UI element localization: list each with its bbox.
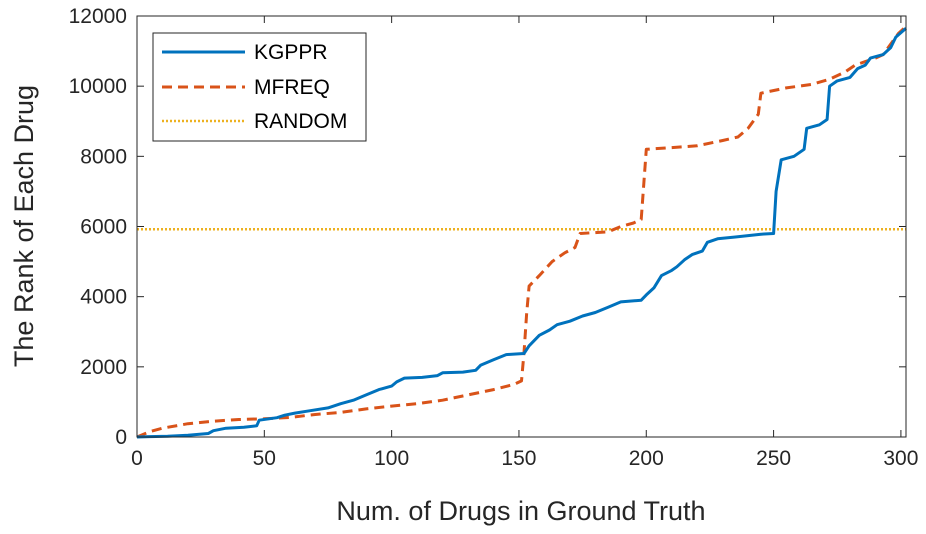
x-tick-label: 150 <box>501 447 536 470</box>
x-tick-label: 50 <box>253 447 276 470</box>
y-axis-label: The Rank of Each Drug <box>9 85 39 367</box>
legend: KGPPR MFREQ RANDOM <box>152 32 367 142</box>
x-tick-label: 300 <box>883 447 918 470</box>
y-tick-label: 6000 <box>80 216 127 239</box>
x-tick-label: 0 <box>131 447 143 470</box>
x-tick-label: 250 <box>756 447 791 470</box>
series-line-kgppr <box>136 27 907 439</box>
y-tick-label: 10000 <box>69 75 127 98</box>
x-tick-label: 100 <box>374 447 409 470</box>
y-tick-label: 12000 <box>69 5 127 28</box>
y-tick-label: 0 <box>115 426 127 449</box>
series-line-mfreq <box>136 25 908 439</box>
x-tick-label: 200 <box>629 447 664 470</box>
legend-label-random: RANDOM <box>254 110 347 133</box>
legend-label-mfreq: MFREQ <box>254 76 330 99</box>
y-tick-label: 8000 <box>80 145 127 168</box>
tick-layer: 0 50 100 150 200 250 300 0 2000 4000 6000 8000 10000… <box>69 5 919 470</box>
x-axis-label: Num. of Drugs in Ground Truth <box>336 496 705 526</box>
series-layer <box>136 25 908 439</box>
y-tick-label: 4000 <box>80 286 127 309</box>
legend-label-kgppr: KGPPR <box>254 41 328 64</box>
y-tick-label: 2000 <box>80 356 127 379</box>
